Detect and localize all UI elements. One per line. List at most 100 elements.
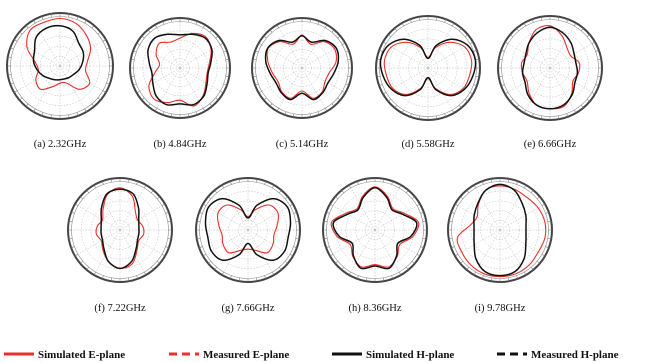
ring-tick xyxy=(141,97,145,101)
ring-tick xyxy=(202,203,207,207)
ring-tick xyxy=(531,19,534,23)
grid-circle xyxy=(218,200,278,260)
ring-tick xyxy=(356,275,359,279)
grid-spoke xyxy=(374,229,418,255)
ring-tick xyxy=(317,111,320,116)
ring-tick xyxy=(223,50,228,53)
ring-tick xyxy=(459,196,464,200)
ring-tick xyxy=(84,19,87,24)
ring-tick xyxy=(469,91,474,95)
polar-plot-2: (b) 4.84GHz xyxy=(129,17,231,150)
ring-tick xyxy=(341,189,345,194)
ring-tick xyxy=(106,82,110,85)
subplot-caption: (c) 5.14GHz xyxy=(276,139,329,150)
ring-tick xyxy=(501,49,505,52)
ring-tick xyxy=(566,113,569,117)
ring-tick xyxy=(436,115,438,120)
ring-tick xyxy=(209,103,213,107)
ring-tick xyxy=(348,271,352,276)
ring-tick xyxy=(516,275,519,279)
ring-tick xyxy=(420,246,424,249)
ring-tick xyxy=(207,196,212,200)
grid-spoke xyxy=(301,27,326,69)
ring-tick xyxy=(68,220,73,222)
ring-tick xyxy=(256,178,258,183)
ring-tick xyxy=(541,253,546,257)
ring-tick xyxy=(409,19,412,23)
ring-tick xyxy=(382,41,387,45)
ring-tick xyxy=(13,90,18,93)
h-plane-pattern xyxy=(379,38,477,97)
ring-tick xyxy=(595,84,599,87)
ring-tick xyxy=(293,18,295,23)
ring-tick xyxy=(383,277,385,282)
ring-tick xyxy=(136,275,139,279)
ring-tick xyxy=(326,246,330,249)
ring-tick xyxy=(558,115,560,120)
ring-tick xyxy=(264,275,267,279)
ring-tick xyxy=(215,35,219,39)
grid-spoke xyxy=(301,67,326,109)
ring-tick xyxy=(110,277,112,282)
ring-tick xyxy=(504,91,509,95)
ring-tick xyxy=(459,260,464,264)
ring-tick xyxy=(41,112,44,116)
ring-tick xyxy=(171,18,173,23)
grid-spoke xyxy=(59,23,85,67)
ring-tick xyxy=(84,108,87,113)
ring-tick xyxy=(271,271,275,276)
ring-tick xyxy=(376,76,381,78)
grid-spoke xyxy=(374,187,400,231)
ring-tick xyxy=(473,84,477,87)
ring-tick xyxy=(501,84,505,87)
ring-tick xyxy=(293,246,297,249)
ring-tick xyxy=(284,20,287,25)
ring-tick xyxy=(71,246,75,249)
ring-tick xyxy=(324,24,328,28)
ring-tick xyxy=(225,59,230,61)
ring-tick xyxy=(25,103,29,107)
grid-spoke xyxy=(95,187,121,231)
ring-tick xyxy=(254,83,259,86)
grid-spoke xyxy=(59,41,103,67)
ring-tick xyxy=(187,113,189,118)
ring-tick xyxy=(50,114,52,119)
grid-spoke xyxy=(119,187,145,231)
ring-tick xyxy=(466,266,470,271)
ring-tick xyxy=(398,271,402,276)
e-plane-pattern xyxy=(26,17,92,91)
grid-circle xyxy=(510,28,590,108)
subplot-caption: (d) 5.58GHz xyxy=(401,139,454,150)
h-plane-pattern xyxy=(147,33,213,106)
ring-tick xyxy=(391,181,394,185)
ring-tick xyxy=(516,181,519,185)
ring-tick xyxy=(229,275,232,279)
ring-tick xyxy=(334,196,339,200)
ring-tick xyxy=(91,103,95,107)
ring-tick xyxy=(171,113,173,118)
ring-tick xyxy=(573,109,577,114)
ring-tick xyxy=(444,19,447,23)
ring-tick xyxy=(531,113,534,117)
ring-tick xyxy=(558,16,560,21)
grid-circle xyxy=(208,190,288,270)
ring-tick xyxy=(284,260,289,264)
grid-spoke xyxy=(77,229,121,255)
ring-tick xyxy=(337,35,341,39)
ring-tick xyxy=(110,178,112,183)
ring-tick xyxy=(10,47,14,50)
ring-tick xyxy=(345,83,350,86)
ring-tick xyxy=(451,22,455,27)
ring-tick xyxy=(586,98,591,102)
ring-tick xyxy=(187,18,189,23)
grid-spoke xyxy=(179,67,204,109)
subplot-caption: (h) 8.36GHz xyxy=(348,303,401,314)
ring-tick xyxy=(68,114,70,119)
ring-tick xyxy=(295,238,300,240)
ring-tick xyxy=(161,203,166,207)
grid-spoke xyxy=(17,41,61,67)
ring-tick xyxy=(141,35,145,39)
subplot-caption: (b) 4.84GHz xyxy=(153,139,206,150)
ring-tick xyxy=(536,260,541,264)
ring-tick xyxy=(516,104,520,109)
